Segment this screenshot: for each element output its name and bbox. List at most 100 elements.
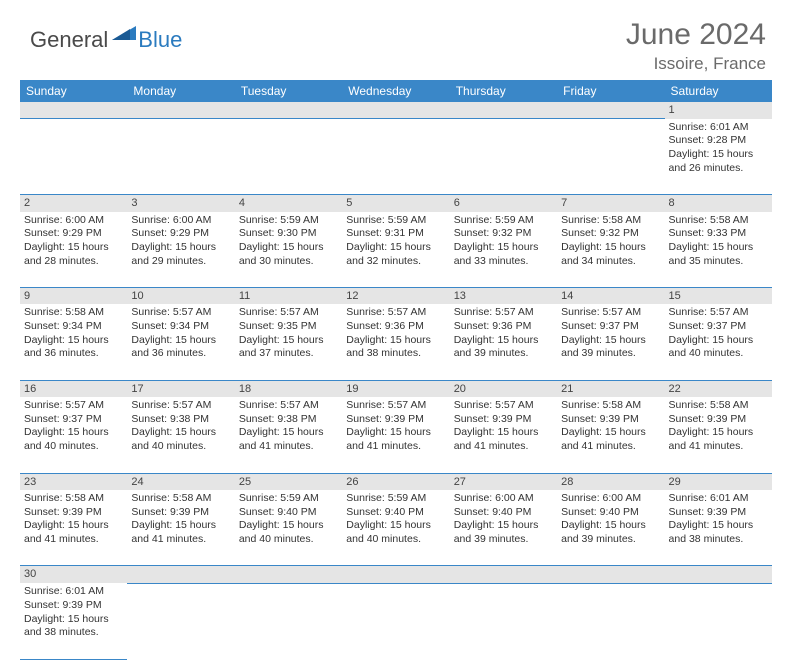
sunset-text: Sunset: 9:39 PM	[561, 413, 660, 427]
day-number-cell: 23	[20, 473, 127, 490]
day2-text: and 26 minutes.	[669, 162, 768, 176]
sunrise-text: Sunrise: 6:01 AM	[669, 121, 768, 135]
calendar-table: Sunday Monday Tuesday Wednesday Thursday…	[20, 80, 772, 660]
day2-text: and 33 minutes.	[454, 255, 553, 269]
sunrise-text: Sunrise: 5:58 AM	[669, 399, 768, 413]
day2-text: and 41 minutes.	[454, 440, 553, 454]
day-cell: Sunrise: 6:01 AMSunset: 9:39 PMDaylight:…	[20, 583, 127, 659]
day-cell	[235, 119, 342, 195]
day-cell: Sunrise: 6:01 AMSunset: 9:39 PMDaylight:…	[665, 490, 772, 566]
day-cell: Sunrise: 5:58 AMSunset: 9:39 PMDaylight:…	[127, 490, 234, 566]
day1-text: Daylight: 15 hours	[346, 334, 445, 348]
sunset-text: Sunset: 9:40 PM	[454, 506, 553, 520]
sunrise-text: Sunrise: 5:58 AM	[24, 306, 123, 320]
weekday-header: Saturday	[665, 80, 772, 102]
location-label: Issoire, France	[626, 54, 766, 74]
day-number-cell: 25	[235, 473, 342, 490]
month-title: June 2024	[626, 18, 766, 52]
day-number-cell: 10	[127, 288, 234, 305]
day-number-row: 16171819202122	[20, 380, 772, 397]
day-number-cell: 11	[235, 288, 342, 305]
day-number-cell	[450, 566, 557, 583]
week-row: Sunrise: 5:58 AMSunset: 9:34 PMDaylight:…	[20, 304, 772, 380]
day-number-cell: 22	[665, 380, 772, 397]
day-number-cell: 16	[20, 380, 127, 397]
day-number-row: 1	[20, 102, 772, 119]
day-cell: Sunrise: 5:58 AMSunset: 9:39 PMDaylight:…	[665, 397, 772, 473]
sunset-text: Sunset: 9:39 PM	[131, 506, 230, 520]
day-cell: Sunrise: 6:00 AMSunset: 9:40 PMDaylight:…	[450, 490, 557, 566]
day1-text: Daylight: 15 hours	[239, 241, 338, 255]
day2-text: and 41 minutes.	[346, 440, 445, 454]
logo-text-general: General	[30, 27, 108, 53]
weekday-header: Tuesday	[235, 80, 342, 102]
sunrise-text: Sunrise: 6:01 AM	[669, 492, 768, 506]
day1-text: Daylight: 15 hours	[561, 519, 660, 533]
sunrise-text: Sunrise: 5:57 AM	[561, 306, 660, 320]
logo-text-blue: Blue	[138, 27, 182, 53]
day2-text: and 36 minutes.	[131, 347, 230, 361]
day-cell: Sunrise: 5:57 AMSunset: 9:34 PMDaylight:…	[127, 304, 234, 380]
day-cell: Sunrise: 5:58 AMSunset: 9:34 PMDaylight:…	[20, 304, 127, 380]
sunset-text: Sunset: 9:29 PM	[131, 227, 230, 241]
day-cell	[450, 119, 557, 195]
day-number-cell: 17	[127, 380, 234, 397]
day1-text: Daylight: 15 hours	[131, 519, 230, 533]
day-number-cell	[127, 566, 234, 583]
day-cell	[235, 583, 342, 659]
sunrise-text: Sunrise: 5:57 AM	[24, 399, 123, 413]
day-cell: Sunrise: 5:58 AMSunset: 9:33 PMDaylight:…	[665, 212, 772, 288]
day-cell: Sunrise: 5:57 AMSunset: 9:39 PMDaylight:…	[450, 397, 557, 473]
sunrise-text: Sunrise: 5:58 AM	[669, 214, 768, 228]
day2-text: and 28 minutes.	[24, 255, 123, 269]
day-cell	[20, 119, 127, 195]
day-number-cell	[557, 566, 664, 583]
day-number-cell: 19	[342, 380, 449, 397]
day1-text: Daylight: 15 hours	[669, 148, 768, 162]
day-cell: Sunrise: 6:01 AMSunset: 9:28 PMDaylight:…	[665, 119, 772, 195]
sunset-text: Sunset: 9:34 PM	[131, 320, 230, 334]
day-number-cell: 27	[450, 473, 557, 490]
day1-text: Daylight: 15 hours	[24, 426, 123, 440]
sunrise-text: Sunrise: 6:00 AM	[561, 492, 660, 506]
day-number-cell: 14	[557, 288, 664, 305]
sunset-text: Sunset: 9:39 PM	[669, 413, 768, 427]
day2-text: and 41 minutes.	[669, 440, 768, 454]
day-number-cell: 5	[342, 195, 449, 212]
day-number-cell: 29	[665, 473, 772, 490]
sunrise-text: Sunrise: 5:57 AM	[454, 306, 553, 320]
sunset-text: Sunset: 9:34 PM	[24, 320, 123, 334]
day-cell: Sunrise: 6:00 AMSunset: 9:29 PMDaylight:…	[20, 212, 127, 288]
sunrise-text: Sunrise: 5:58 AM	[24, 492, 123, 506]
day-cell: Sunrise: 5:57 AMSunset: 9:37 PMDaylight:…	[665, 304, 772, 380]
day-number-cell	[557, 102, 664, 119]
day-cell	[127, 119, 234, 195]
sunset-text: Sunset: 9:37 PM	[561, 320, 660, 334]
day-cell	[127, 583, 234, 659]
day1-text: Daylight: 15 hours	[24, 241, 123, 255]
day1-text: Daylight: 15 hours	[131, 426, 230, 440]
sunset-text: Sunset: 9:40 PM	[346, 506, 445, 520]
day1-text: Daylight: 15 hours	[669, 519, 768, 533]
day2-text: and 40 minutes.	[346, 533, 445, 547]
sunset-text: Sunset: 9:36 PM	[346, 320, 445, 334]
day1-text: Daylight: 15 hours	[346, 519, 445, 533]
weekday-header: Thursday	[450, 80, 557, 102]
day-number-cell: 18	[235, 380, 342, 397]
day-number-cell: 30	[20, 566, 127, 583]
week-row: Sunrise: 5:58 AMSunset: 9:39 PMDaylight:…	[20, 490, 772, 566]
day-cell: Sunrise: 6:00 AMSunset: 9:40 PMDaylight:…	[557, 490, 664, 566]
day2-text: and 35 minutes.	[669, 255, 768, 269]
sunrise-text: Sunrise: 5:57 AM	[239, 399, 338, 413]
day-number-cell	[20, 102, 127, 119]
day-number-row: 2345678	[20, 195, 772, 212]
day1-text: Daylight: 15 hours	[24, 613, 123, 627]
day-cell	[450, 583, 557, 659]
day-number-cell: 1	[665, 102, 772, 119]
day1-text: Daylight: 15 hours	[24, 334, 123, 348]
sunset-text: Sunset: 9:32 PM	[561, 227, 660, 241]
sunrise-text: Sunrise: 5:57 AM	[454, 399, 553, 413]
day-number-row: 23242526272829	[20, 473, 772, 490]
day-cell	[342, 119, 449, 195]
week-row: Sunrise: 5:57 AMSunset: 9:37 PMDaylight:…	[20, 397, 772, 473]
